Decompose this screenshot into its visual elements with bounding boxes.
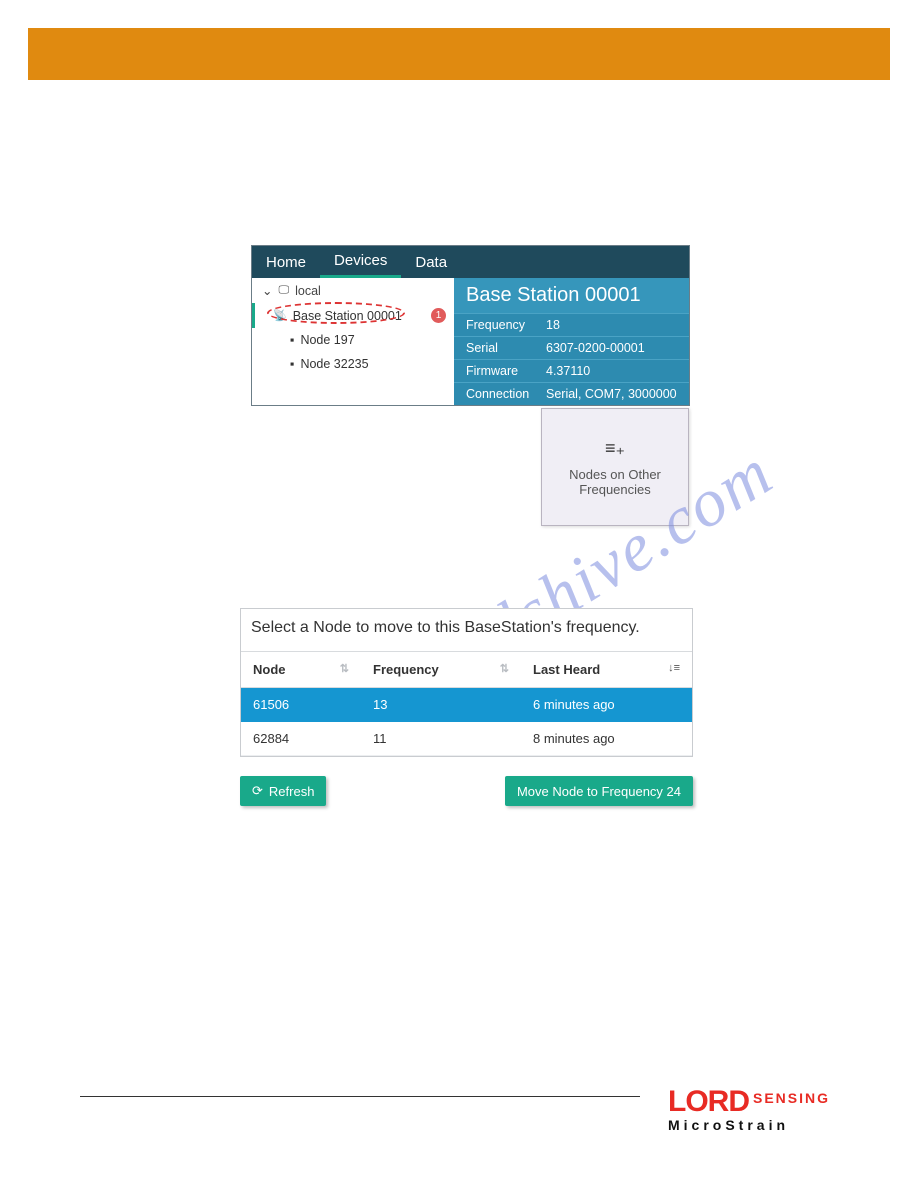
- logo-microstrain: MicroStrain: [668, 1117, 858, 1133]
- sort-desc-icon: ↓≡: [668, 662, 680, 674]
- tile-label-line1: Nodes on Other: [569, 467, 661, 482]
- cell-frequency: 13: [361, 688, 521, 722]
- detail-value: 18: [546, 318, 560, 332]
- laptop-icon: 🖵: [278, 284, 289, 297]
- detail-key: Firmware: [466, 364, 546, 378]
- cell-frequency: 11: [361, 722, 521, 756]
- tree-base-station-label: Base Station 00001: [293, 309, 402, 323]
- table-row[interactable]: 62884 11 8 minutes ago: [241, 722, 692, 756]
- th-frequency-label: Frequency: [373, 662, 439, 677]
- tile-nodes-other-frequencies[interactable]: ≡₊ Nodes on Other Frequencies: [541, 408, 689, 526]
- app-panel-devices: Home Devices Data ⌄ 🖵 local 📡 Base Stati…: [251, 245, 690, 406]
- th-node[interactable]: Node ⇅: [241, 652, 361, 688]
- detail-value: 6307-0200-00001: [546, 341, 645, 355]
- detail-row-connection: Connection Serial, COM7, 3000000: [454, 382, 689, 405]
- nav-devices[interactable]: Devices: [320, 246, 401, 278]
- detail-value: 4.37110: [546, 364, 590, 378]
- device-tree: ⌄ 🖵 local 📡 Base Station 00001 1 ▪ Node …: [252, 278, 454, 405]
- move-node-button[interactable]: Move Node to Frequency 24: [505, 776, 693, 806]
- action-button-row: ⟳ Refresh Move Node to Frequency 24: [240, 776, 693, 806]
- detail-row-firmware: Firmware 4.37110: [454, 359, 689, 382]
- logo-lord: LORD: [668, 1085, 749, 1118]
- tree-local[interactable]: ⌄ 🖵 local: [252, 278, 454, 303]
- nav-data[interactable]: Data: [401, 246, 461, 278]
- node-icon: ▪: [290, 333, 294, 347]
- tree-base-station[interactable]: 📡 Base Station 00001 1: [252, 303, 454, 328]
- select-node-panel: Select a Node to move to this BaseStatio…: [240, 608, 693, 757]
- sort-icon: ⇅: [500, 662, 509, 675]
- detail-key: Connection: [466, 387, 546, 401]
- detail-row-frequency: Frequency 18: [454, 313, 689, 336]
- footer-divider: [80, 1096, 640, 1097]
- tree-node-label: Node 32235: [300, 357, 368, 371]
- cell-node: 62884: [241, 722, 361, 756]
- table-row[interactable]: 61506 13 6 minutes ago: [241, 688, 692, 722]
- header-orange-bar: [28, 28, 890, 80]
- nodes-table: Node ⇅ Frequency ⇅ Last Heard ↓≡ 61506 1…: [241, 651, 692, 756]
- tree-node-32235[interactable]: ▪ Node 32235: [252, 352, 454, 376]
- nav-home[interactable]: Home: [252, 246, 320, 278]
- refresh-button[interactable]: ⟳ Refresh: [240, 776, 326, 806]
- chevron-down-icon: ⌄: [262, 283, 272, 298]
- detail-key: Serial: [466, 341, 546, 355]
- move-node-button-label: Move Node to Frequency 24: [517, 784, 681, 799]
- cell-node: 61506: [241, 688, 361, 722]
- tree-local-label: local: [295, 284, 321, 298]
- sort-icon: ⇅: [340, 662, 349, 675]
- refresh-icon: ⟳: [252, 783, 263, 799]
- device-detail-title: Base Station 00001: [454, 278, 689, 313]
- tree-node-label: Node 197: [300, 333, 354, 347]
- cell-last-heard: 6 minutes ago: [521, 688, 692, 722]
- device-detail-panel: Base Station 00001 Frequency 18 Serial 6…: [454, 278, 689, 405]
- antenna-icon: 📡: [273, 309, 287, 322]
- select-node-title: Select a Node to move to this BaseStatio…: [241, 609, 692, 651]
- tile-label-line2: Frequencies: [569, 482, 661, 497]
- refresh-button-label: Refresh: [269, 784, 315, 799]
- detail-key: Frequency: [466, 318, 546, 332]
- th-last-heard[interactable]: Last Heard ↓≡: [521, 652, 692, 688]
- logo-sensing: SENSING: [753, 1090, 830, 1106]
- footer-logo: LORDSENSING MicroStrain: [668, 1085, 858, 1133]
- nav-bar: Home Devices Data: [252, 246, 689, 278]
- tree-node-197[interactable]: ▪ Node 197: [252, 328, 454, 352]
- th-frequency[interactable]: Frequency ⇅: [361, 652, 521, 688]
- th-node-label: Node: [253, 662, 286, 677]
- list-plus-icon: ≡₊: [605, 438, 625, 459]
- detail-row-serial: Serial 6307-0200-00001: [454, 336, 689, 359]
- cell-last-heard: 8 minutes ago: [521, 722, 692, 756]
- detail-value: Serial, COM7, 3000000: [546, 387, 677, 401]
- th-last-heard-label: Last Heard: [533, 662, 600, 677]
- alert-badge: 1: [431, 308, 446, 323]
- node-icon: ▪: [290, 357, 294, 371]
